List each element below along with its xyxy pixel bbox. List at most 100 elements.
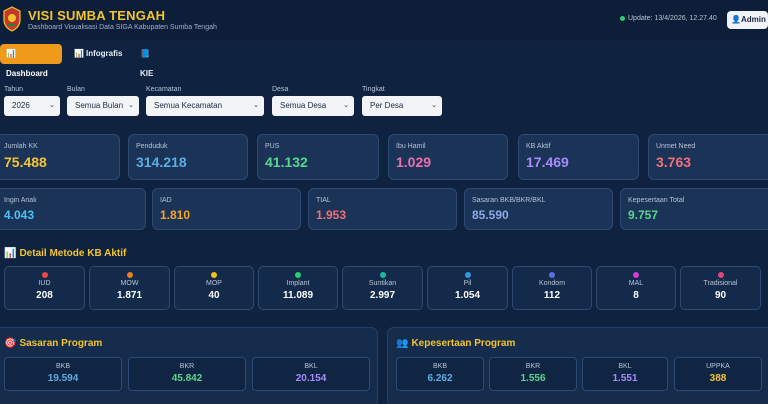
metode-value: 90 bbox=[714, 290, 727, 301]
kepesertaan-value: 388 bbox=[709, 373, 727, 384]
chevron-down-icon: ⌄ bbox=[343, 102, 349, 109]
kepesertaan-section-title: 👥 Kepesertaan Program bbox=[396, 338, 515, 349]
metode-label: IUD bbox=[38, 280, 51, 287]
filter-kecamatan: Kecamatan Semua Kecamatan ⌄ bbox=[146, 86, 264, 116]
tab-kie[interactable]: 📘 KIE bbox=[134, 44, 170, 78]
metode-value: 11.089 bbox=[282, 290, 314, 301]
update-text: Update: 13/4/2026, 12.27.40 bbox=[628, 15, 717, 22]
kepesertaan-value: 1.551 bbox=[612, 373, 638, 384]
tab-label: KIE bbox=[140, 69, 154, 78]
target-icon: 🎯 bbox=[4, 338, 17, 349]
admin-label: Admin bbox=[740, 15, 766, 24]
stat-label: Jumlah KK bbox=[4, 143, 38, 150]
kepesertaan-card-bkr: BKR 1.556 bbox=[489, 357, 577, 391]
metode-label: MOW bbox=[120, 280, 139, 287]
metode-value: 1.871 bbox=[116, 290, 143, 301]
metode-label: Implant bbox=[286, 280, 310, 287]
metode-card-kondom: Kondom 112 bbox=[512, 266, 592, 310]
tingkat-select[interactable]: Per Desa ⌄ bbox=[362, 96, 442, 116]
filter-desa: Desa Semua Desa ⌄ bbox=[272, 86, 354, 116]
kepesertaan-card-bkb: BKB 6.262 bbox=[396, 357, 484, 391]
stat-label: PUS bbox=[265, 143, 280, 150]
tab-label: Infografis bbox=[85, 49, 123, 58]
sasaran-value: 45.842 bbox=[171, 373, 203, 384]
regency-logo-icon bbox=[3, 6, 21, 32]
app-title: VISI SUMBA TENGAH bbox=[28, 8, 166, 23]
chart-icon: 📊 bbox=[74, 49, 84, 58]
tab-label: Dashboard bbox=[6, 69, 48, 78]
metode-card-mal: MAL 8 bbox=[596, 266, 676, 310]
stat-value: 17.469 bbox=[526, 154, 569, 170]
stat-card-ingin-anak: Ingin Anak 4.043 bbox=[0, 188, 146, 230]
kepesertaan-value: 6.262 bbox=[427, 373, 453, 384]
chevron-down-icon: ⌄ bbox=[49, 102, 55, 109]
metode-card-iud: IUD 208 bbox=[4, 266, 85, 310]
stat-card-tial: TIAL 1.953 bbox=[308, 188, 457, 230]
sasaran-card-bkr: BKR 45.842 bbox=[128, 357, 246, 391]
stat-value: 1.029 bbox=[396, 154, 432, 170]
metode-label: MOP bbox=[206, 280, 222, 287]
color-dot-icon bbox=[41, 272, 48, 278]
tab-infografis[interactable]: 📊 Infografis bbox=[68, 44, 130, 64]
status-dot-icon bbox=[620, 15, 625, 21]
stat-card-sasaran: Sasaran BKB/BKR/BKL 85.590 bbox=[464, 188, 613, 230]
metode-card-implant: Implant 11.089 bbox=[258, 266, 338, 310]
sasaran-value: 19.594 bbox=[47, 373, 79, 384]
sasaran-card-bkl: BKL 20.154 bbox=[252, 357, 370, 391]
desa-select[interactable]: Semua Desa ⌄ bbox=[272, 96, 354, 116]
metode-label: MAL bbox=[628, 280, 644, 287]
metode-card-mop: MOP 40 bbox=[174, 266, 254, 310]
filter-label: Tahun bbox=[4, 86, 24, 93]
stat-card-penduduk: Penduduk 314.218 bbox=[128, 134, 248, 180]
select-value: Semua Kecamatan bbox=[154, 101, 223, 110]
stat-label: Sasaran BKB/BKR/BKL bbox=[472, 197, 546, 204]
chevron-down-icon: ⌄ bbox=[128, 102, 134, 109]
sasaran-value: 20.154 bbox=[295, 373, 327, 384]
filter-label: Kecamatan bbox=[146, 86, 182, 93]
section-title-text: Kepesertaan Program bbox=[411, 338, 516, 349]
kepesertaan-label: BKR bbox=[525, 363, 541, 370]
filter-tingkat: Tingkat Per Desa ⌄ bbox=[362, 86, 442, 116]
section-title-text: Detail Metode KB Aktif bbox=[19, 248, 127, 259]
color-dot-icon bbox=[211, 272, 217, 278]
stat-value: 1.953 bbox=[316, 208, 347, 222]
stat-label: IAD bbox=[160, 197, 172, 204]
metode-value: 112 bbox=[543, 290, 561, 301]
metode-label: Kondom bbox=[538, 280, 566, 287]
stat-label: KB Aktif bbox=[526, 143, 551, 150]
stat-label: Penduduk bbox=[136, 143, 168, 150]
color-dot-icon bbox=[464, 272, 471, 278]
book-icon: 📘 bbox=[140, 49, 150, 58]
bulan-select[interactable]: Semua Bulan ⌄ bbox=[67, 96, 139, 116]
user-icon: 👤 bbox=[731, 15, 741, 24]
kepesertaan-label: BKB bbox=[432, 363, 447, 370]
metode-value: 8 bbox=[633, 290, 639, 301]
stat-label: TIAL bbox=[316, 197, 331, 204]
stat-value: 314.218 bbox=[136, 154, 187, 170]
chart-icon: 📊 bbox=[6, 49, 16, 58]
stat-value: 41.132 bbox=[265, 154, 308, 170]
stat-card-iad: IAD 1.810 bbox=[152, 188, 301, 230]
sasaran-section-title: 🎯 Sasaran Program bbox=[4, 338, 102, 349]
app-subtitle: Dashboard Visualisasi Data SIGA Kabupate… bbox=[28, 24, 217, 31]
admin-button[interactable]: 👤Admin bbox=[727, 11, 768, 29]
stat-value: 4.043 bbox=[4, 208, 35, 222]
metode-card-tradisional: Tradisional 90 bbox=[680, 266, 761, 310]
metode-card-pil: Pil 1.054 bbox=[427, 266, 508, 310]
tab-dashboard[interactable]: 📊 Dashboard bbox=[0, 44, 62, 78]
metode-value: 1.054 bbox=[454, 290, 481, 301]
stat-card-jumlah-kk: Jumlah KK 75.488 bbox=[0, 134, 120, 180]
stat-value: 3.763 bbox=[656, 154, 692, 170]
kecamatan-select[interactable]: Semua Kecamatan ⌄ bbox=[146, 96, 264, 116]
color-dot-icon bbox=[549, 272, 555, 278]
stat-card-unmet-need: Unmet Need 3.763 bbox=[648, 134, 768, 180]
select-value: Semua Bulan bbox=[75, 101, 124, 110]
filter-bulan: Bulan Semua Bulan ⌄ bbox=[67, 86, 139, 116]
filter-tahun: Tahun 2026 ⌄ bbox=[4, 86, 60, 116]
select-value: 2026 bbox=[12, 101, 30, 110]
tahun-select[interactable]: 2026 ⌄ bbox=[4, 96, 60, 116]
kepesertaan-value: 1.556 bbox=[520, 373, 546, 384]
color-dot-icon bbox=[717, 272, 724, 278]
color-dot-icon bbox=[126, 272, 133, 278]
section-title-text: Sasaran Program bbox=[19, 338, 103, 349]
